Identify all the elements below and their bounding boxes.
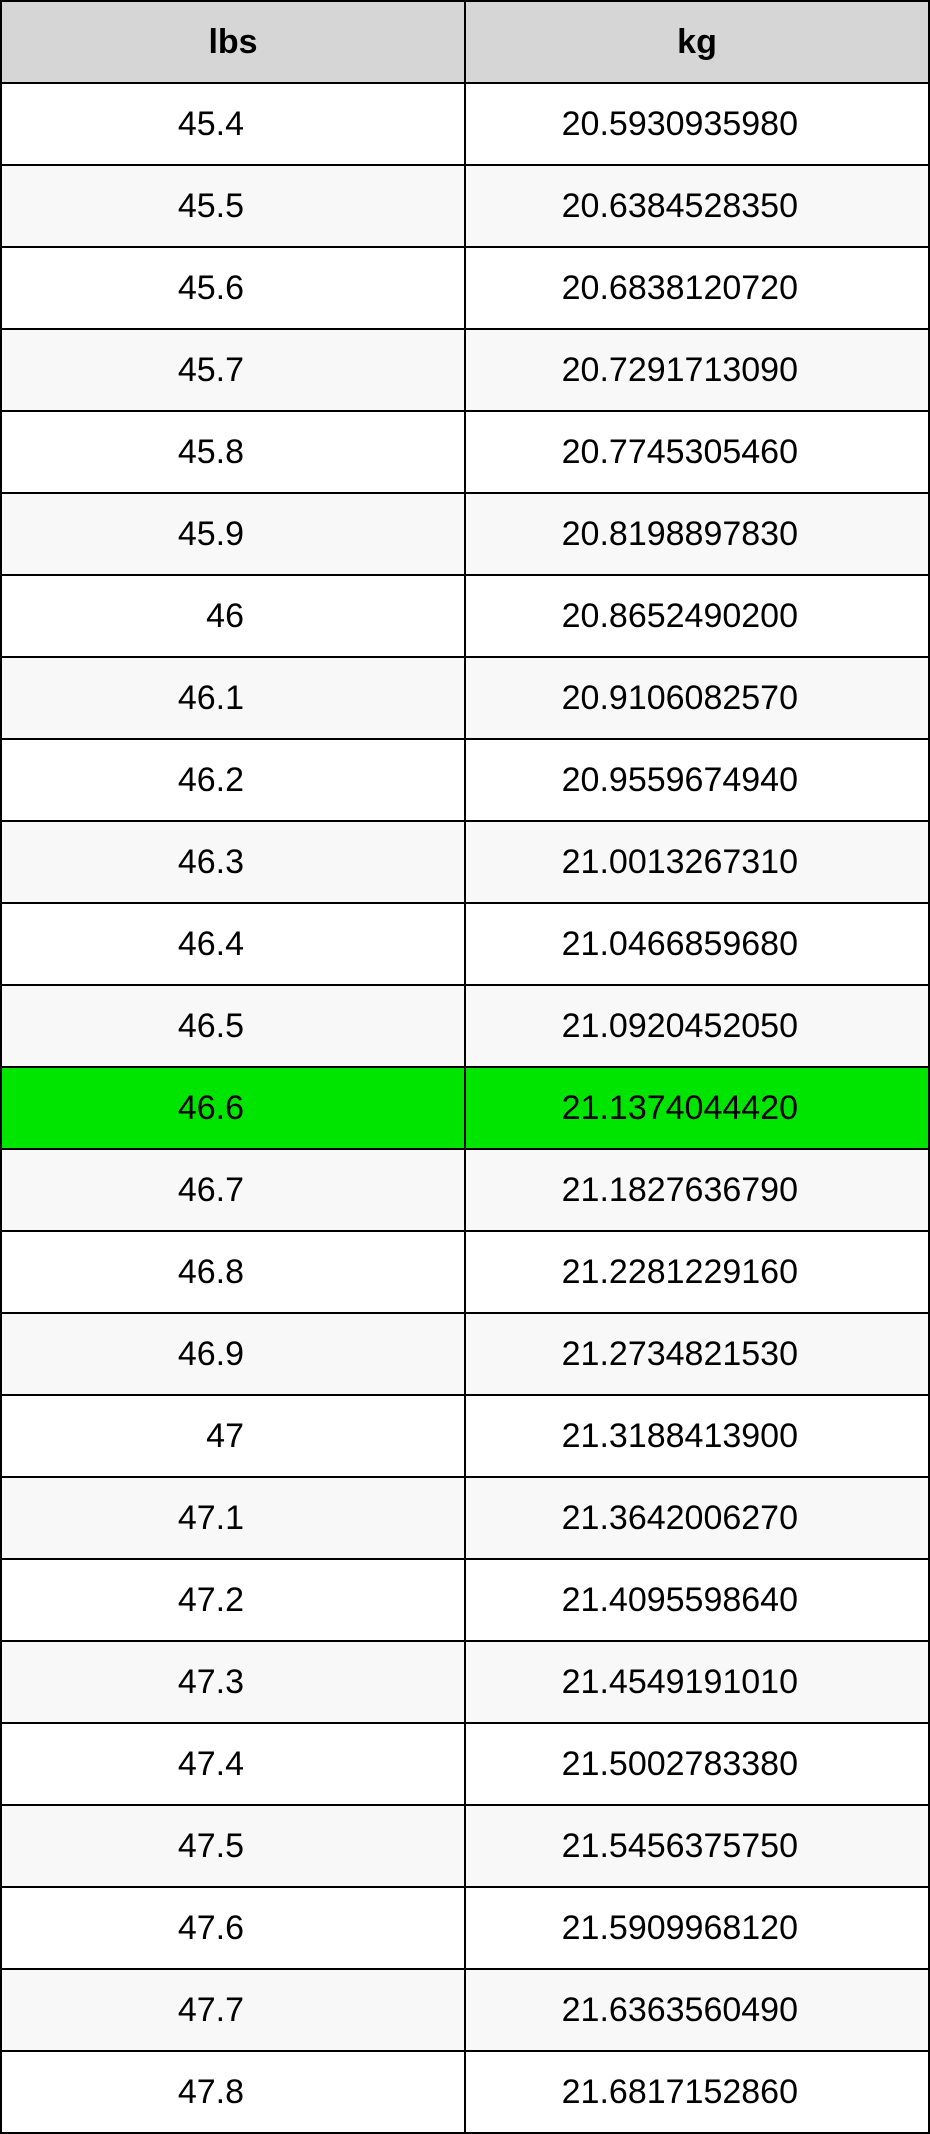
cell-kg: 20.8198897830: [465, 493, 929, 575]
conversion-table: lbs kg 45.420.593093598045.520.638452835…: [0, 0, 930, 2134]
table-row: 47.221.4095598640: [1, 1559, 929, 1641]
cell-kg: 20.8652490200: [465, 575, 929, 657]
table-row: 46.721.1827636790: [1, 1149, 929, 1231]
table-row: 46.421.0466859680: [1, 903, 929, 985]
cell-lbs: 45.4: [1, 83, 465, 165]
cell-lbs: 47: [1, 1395, 465, 1477]
cell-kg: 21.5002783380: [465, 1723, 929, 1805]
table-row: 45.820.7745305460: [1, 411, 929, 493]
table-row: 45.520.6384528350: [1, 165, 929, 247]
cell-lbs: 46.1: [1, 657, 465, 739]
cell-lbs: 47.8: [1, 2051, 465, 2133]
cell-kg: 20.9106082570: [465, 657, 929, 739]
cell-kg: 20.9559674940: [465, 739, 929, 821]
cell-kg: 21.2281229160: [465, 1231, 929, 1313]
col-header-lbs: lbs: [1, 1, 465, 83]
cell-kg: 21.0013267310: [465, 821, 929, 903]
cell-lbs: 46: [1, 575, 465, 657]
cell-kg: 20.5930935980: [465, 83, 929, 165]
cell-kg: 21.1827636790: [465, 1149, 929, 1231]
cell-kg: 21.5456375750: [465, 1805, 929, 1887]
table-row: 46.921.2734821530: [1, 1313, 929, 1395]
cell-lbs: 47.2: [1, 1559, 465, 1641]
cell-kg: 21.2734821530: [465, 1313, 929, 1395]
table-row: 45.620.6838120720: [1, 247, 929, 329]
cell-kg: 21.1374044420: [465, 1067, 929, 1149]
cell-kg: 20.6838120720: [465, 247, 929, 329]
cell-kg: 21.6817152860: [465, 2051, 929, 2133]
table-row: 46.821.2281229160: [1, 1231, 929, 1313]
table-header-row: lbs kg: [1, 1, 929, 83]
cell-kg: 21.6363560490: [465, 1969, 929, 2051]
cell-kg: 20.6384528350: [465, 165, 929, 247]
cell-lbs: 47.5: [1, 1805, 465, 1887]
cell-lbs: 46.9: [1, 1313, 465, 1395]
table-row: 47.521.5456375750: [1, 1805, 929, 1887]
table-row: 46.521.0920452050: [1, 985, 929, 1067]
table-row: 4620.8652490200: [1, 575, 929, 657]
cell-kg: 20.7291713090: [465, 329, 929, 411]
cell-kg: 21.5909968120: [465, 1887, 929, 1969]
table-row: 45.720.7291713090: [1, 329, 929, 411]
cell-lbs: 46.3: [1, 821, 465, 903]
cell-kg: 21.3188413900: [465, 1395, 929, 1477]
cell-lbs: 47.3: [1, 1641, 465, 1723]
conversion-table-container: lbs kg 45.420.593093598045.520.638452835…: [0, 0, 930, 2134]
cell-lbs: 47.4: [1, 1723, 465, 1805]
table-row: 46.621.1374044420: [1, 1067, 929, 1149]
cell-lbs: 46.7: [1, 1149, 465, 1231]
table-row: 45.420.5930935980: [1, 83, 929, 165]
cell-lbs: 45.7: [1, 329, 465, 411]
table-row: 46.120.9106082570: [1, 657, 929, 739]
cell-kg: 20.7745305460: [465, 411, 929, 493]
cell-lbs: 46.4: [1, 903, 465, 985]
cell-lbs: 47.7: [1, 1969, 465, 2051]
cell-lbs: 47.6: [1, 1887, 465, 1969]
table-row: 46.220.9559674940: [1, 739, 929, 821]
cell-lbs: 45.9: [1, 493, 465, 575]
cell-lbs: 46.6: [1, 1067, 465, 1149]
cell-lbs: 46.2: [1, 739, 465, 821]
table-row: 47.121.3642006270: [1, 1477, 929, 1559]
cell-lbs: 46.8: [1, 1231, 465, 1313]
table-row: 45.920.8198897830: [1, 493, 929, 575]
table-row: 47.621.5909968120: [1, 1887, 929, 1969]
col-header-kg: kg: [465, 1, 929, 83]
cell-lbs: 47.1: [1, 1477, 465, 1559]
cell-kg: 21.4095598640: [465, 1559, 929, 1641]
table-row: 46.321.0013267310: [1, 821, 929, 903]
table-body: 45.420.593093598045.520.638452835045.620…: [1, 83, 929, 2133]
cell-lbs: 45.5: [1, 165, 465, 247]
table-row: 47.821.6817152860: [1, 2051, 929, 2133]
cell-lbs: 45.8: [1, 411, 465, 493]
cell-lbs: 45.6: [1, 247, 465, 329]
cell-lbs: 46.5: [1, 985, 465, 1067]
cell-kg: 21.3642006270: [465, 1477, 929, 1559]
cell-kg: 21.0466859680: [465, 903, 929, 985]
table-header: lbs kg: [1, 1, 929, 83]
table-row: 47.321.4549191010: [1, 1641, 929, 1723]
cell-kg: 21.4549191010: [465, 1641, 929, 1723]
table-row: 47.421.5002783380: [1, 1723, 929, 1805]
table-row: 47.721.6363560490: [1, 1969, 929, 2051]
cell-kg: 21.0920452050: [465, 985, 929, 1067]
table-row: 4721.3188413900: [1, 1395, 929, 1477]
